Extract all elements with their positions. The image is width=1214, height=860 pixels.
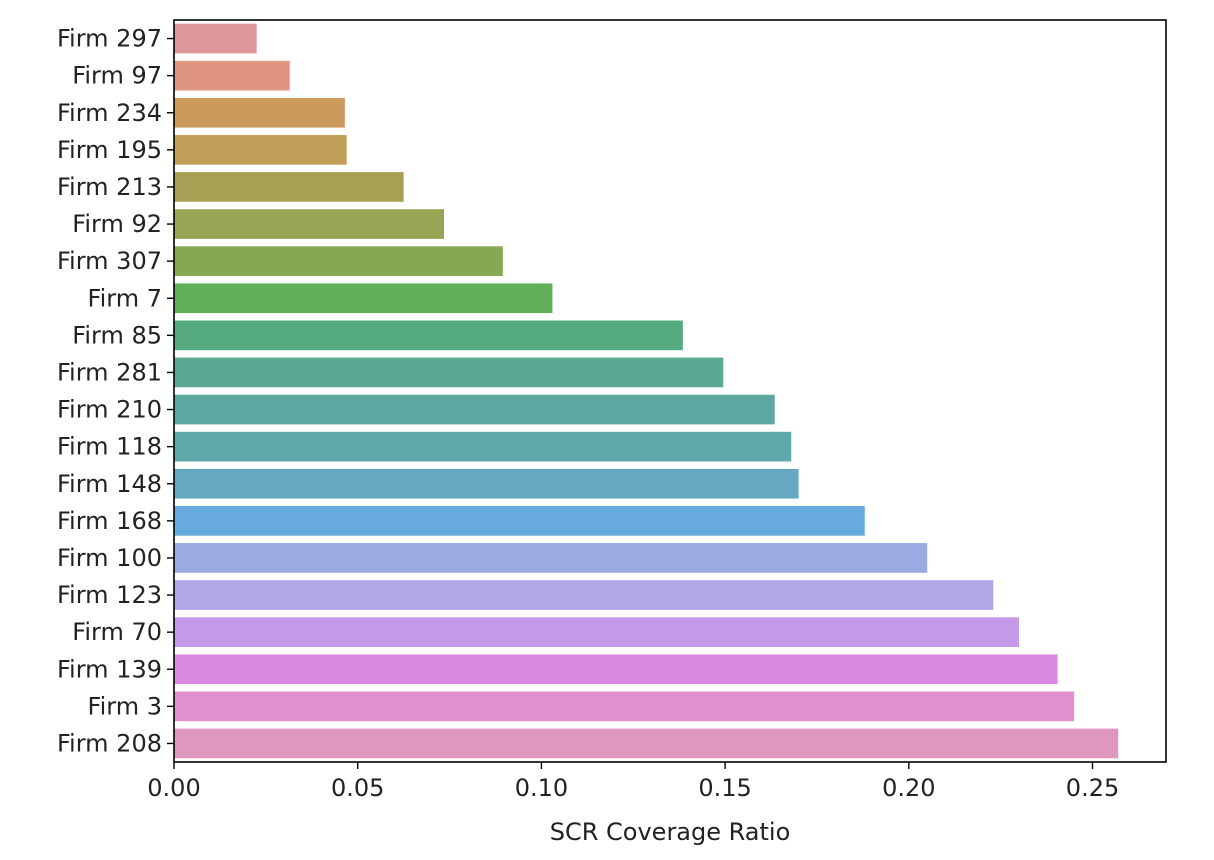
y-tick-label: Firm 195 bbox=[57, 136, 162, 164]
y-tick-label: Firm 123 bbox=[57, 581, 162, 609]
y-tick-label: Firm 307 bbox=[57, 247, 162, 275]
y-tick-label: Firm 3 bbox=[88, 692, 162, 720]
x-axis-label: SCR Coverage Ratio bbox=[550, 818, 791, 846]
bar-firm-70 bbox=[174, 617, 1020, 647]
y-tick-label: Firm 208 bbox=[57, 729, 162, 757]
bar-firm-123 bbox=[174, 580, 994, 610]
y-tick-label: Firm 97 bbox=[72, 62, 162, 90]
bar-firm-168 bbox=[174, 506, 865, 536]
x-tick-label: 0.10 bbox=[515, 774, 568, 802]
plot-frame bbox=[173, 19, 1167, 763]
bar-firm-92 bbox=[174, 209, 445, 239]
bar-firm-97 bbox=[174, 60, 290, 91]
y-tick-label: Firm 70 bbox=[72, 618, 162, 646]
y-tick-label: Firm 234 bbox=[57, 99, 162, 127]
y-tick-label: Firm 213 bbox=[57, 173, 162, 201]
y-tick-label: Firm 118 bbox=[57, 433, 162, 461]
bar-firm-234 bbox=[174, 97, 345, 128]
bar-firm-281 bbox=[174, 357, 724, 388]
y-tick-label: Firm 139 bbox=[57, 655, 162, 683]
bar-firm-100 bbox=[174, 543, 928, 573]
y-tick-label: Firm 281 bbox=[57, 358, 162, 386]
x-tick-label: 0.00 bbox=[147, 774, 200, 802]
bar-firm-307 bbox=[174, 246, 503, 276]
bar-firm-208 bbox=[174, 728, 1119, 759]
y-tick-label: Firm 100 bbox=[57, 544, 162, 572]
bar-firm-7 bbox=[174, 283, 553, 314]
x-tick-label: 0.15 bbox=[698, 774, 751, 802]
bar-firm-210 bbox=[174, 394, 775, 425]
bar-firm-85 bbox=[174, 320, 683, 351]
y-tick-label: Firm 297 bbox=[57, 25, 162, 53]
bar-firm-118 bbox=[174, 431, 792, 462]
x-axis: 0.00 0.05 0.10 0.15 0.20 0.25 bbox=[147, 762, 1119, 802]
x-tick-label: 0.25 bbox=[1066, 774, 1119, 802]
bar-firm-3 bbox=[174, 691, 1075, 722]
bar-firm-297 bbox=[174, 23, 257, 54]
bars-group bbox=[174, 23, 1119, 759]
bar-firm-213 bbox=[174, 172, 404, 202]
x-tick-label: 0.05 bbox=[331, 774, 384, 802]
x-tick-label: 0.20 bbox=[882, 774, 935, 802]
y-tick-label: Firm 168 bbox=[57, 507, 162, 535]
y-tick-label: Firm 148 bbox=[57, 470, 162, 498]
y-axis: Firm 297 Firm 97 Firm 234 Firm 195 Firm 213 F… bbox=[57, 25, 174, 757]
y-tick-label: Firm 210 bbox=[57, 396, 162, 424]
bar-firm-139 bbox=[174, 654, 1058, 685]
bar-firm-148 bbox=[174, 468, 799, 499]
y-tick-label: Firm 85 bbox=[72, 321, 162, 349]
bar-firm-195 bbox=[174, 135, 347, 165]
y-tick-label: Firm 7 bbox=[88, 284, 162, 312]
y-tick-label: Firm 92 bbox=[72, 210, 162, 238]
